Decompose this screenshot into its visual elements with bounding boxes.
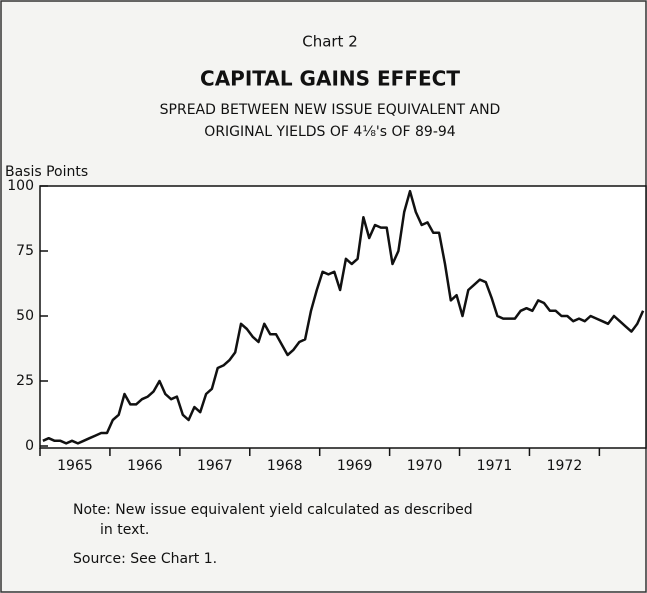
x-tick-label: 1967 (197, 458, 233, 474)
x-tick-label: 1966 (127, 458, 163, 474)
source: Source: See Chart 1. (73, 551, 217, 567)
y-tick-label: 100 (7, 178, 34, 194)
x-tick-label: 1972 (547, 458, 583, 474)
y-axis-label: Basis Points (5, 164, 88, 180)
y-tick-label: 0 (25, 438, 34, 454)
plot-area (39, 185, 647, 449)
subtitle: ORIGINAL YIELDS OF 4⅛'s OF 89-94 (204, 124, 455, 140)
chart-title: CAPITAL GAINS EFFECT (200, 67, 460, 91)
subtitle: SPREAD BETWEEN NEW ISSUE EQUIVALENT AND (160, 102, 501, 118)
x-tick-label: 1968 (267, 458, 303, 474)
y-tick-label: 25 (16, 373, 34, 389)
chart-label: Chart 2 (302, 33, 358, 51)
data-line (42, 189, 645, 445)
y-tick-label: 50 (16, 308, 34, 324)
x-tick-label: 1971 (477, 458, 513, 474)
x-tick-label: 1970 (407, 458, 443, 474)
note: Note: New issue equivalent yield calcula… (73, 502, 473, 518)
note: in text. (100, 522, 149, 538)
x-tick-label: 1969 (337, 458, 373, 474)
y-tick-label: 75 (16, 243, 34, 259)
x-tick-label: 1965 (57, 458, 93, 474)
